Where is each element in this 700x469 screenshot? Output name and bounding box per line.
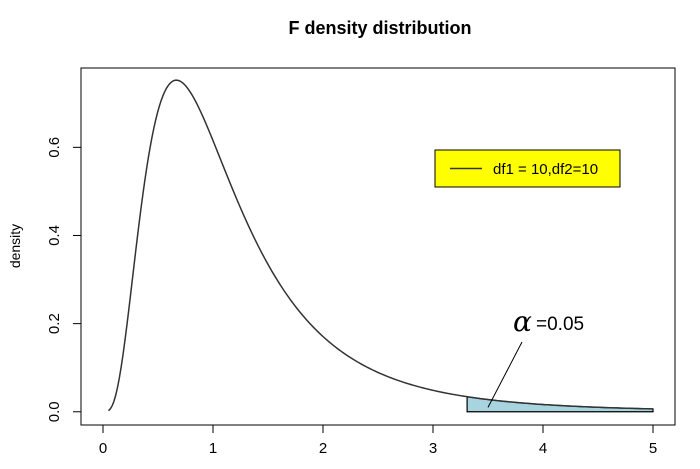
y-axis: 0.0 0.2 0.4 0.6 bbox=[46, 137, 82, 422]
alpha-symbol: α bbox=[513, 305, 532, 338]
y-tick-label: 0.0 bbox=[46, 401, 63, 422]
x-tick-label: 0 bbox=[99, 440, 107, 457]
plot-frame bbox=[80, 67, 676, 426]
legend-label: df1 = 10,df2=10 bbox=[493, 161, 598, 178]
y-tick-label: 0.4 bbox=[46, 225, 63, 246]
legend: df1 = 10,df2=10 bbox=[434, 149, 621, 188]
alpha-value: =0.05 bbox=[536, 314, 584, 335]
x-tick-label: 2 bbox=[319, 440, 327, 457]
y-tick-label: 0.2 bbox=[46, 313, 63, 334]
x-tick-label: 4 bbox=[539, 440, 547, 457]
chart-title: F density distribution bbox=[289, 18, 472, 38]
rejection-region bbox=[466, 396, 654, 413]
y-axis-label: density bbox=[7, 224, 23, 268]
density-curve bbox=[107, 79, 654, 412]
y-tick-label: 0.6 bbox=[46, 137, 63, 158]
alpha-pointer-line bbox=[487, 341, 523, 408]
x-tick-label: 3 bbox=[429, 440, 437, 457]
x-axis: 0 1 2 3 4 5 bbox=[99, 424, 657, 457]
x-tick-label: 1 bbox=[209, 440, 217, 457]
x-tick-label: 5 bbox=[649, 440, 657, 457]
